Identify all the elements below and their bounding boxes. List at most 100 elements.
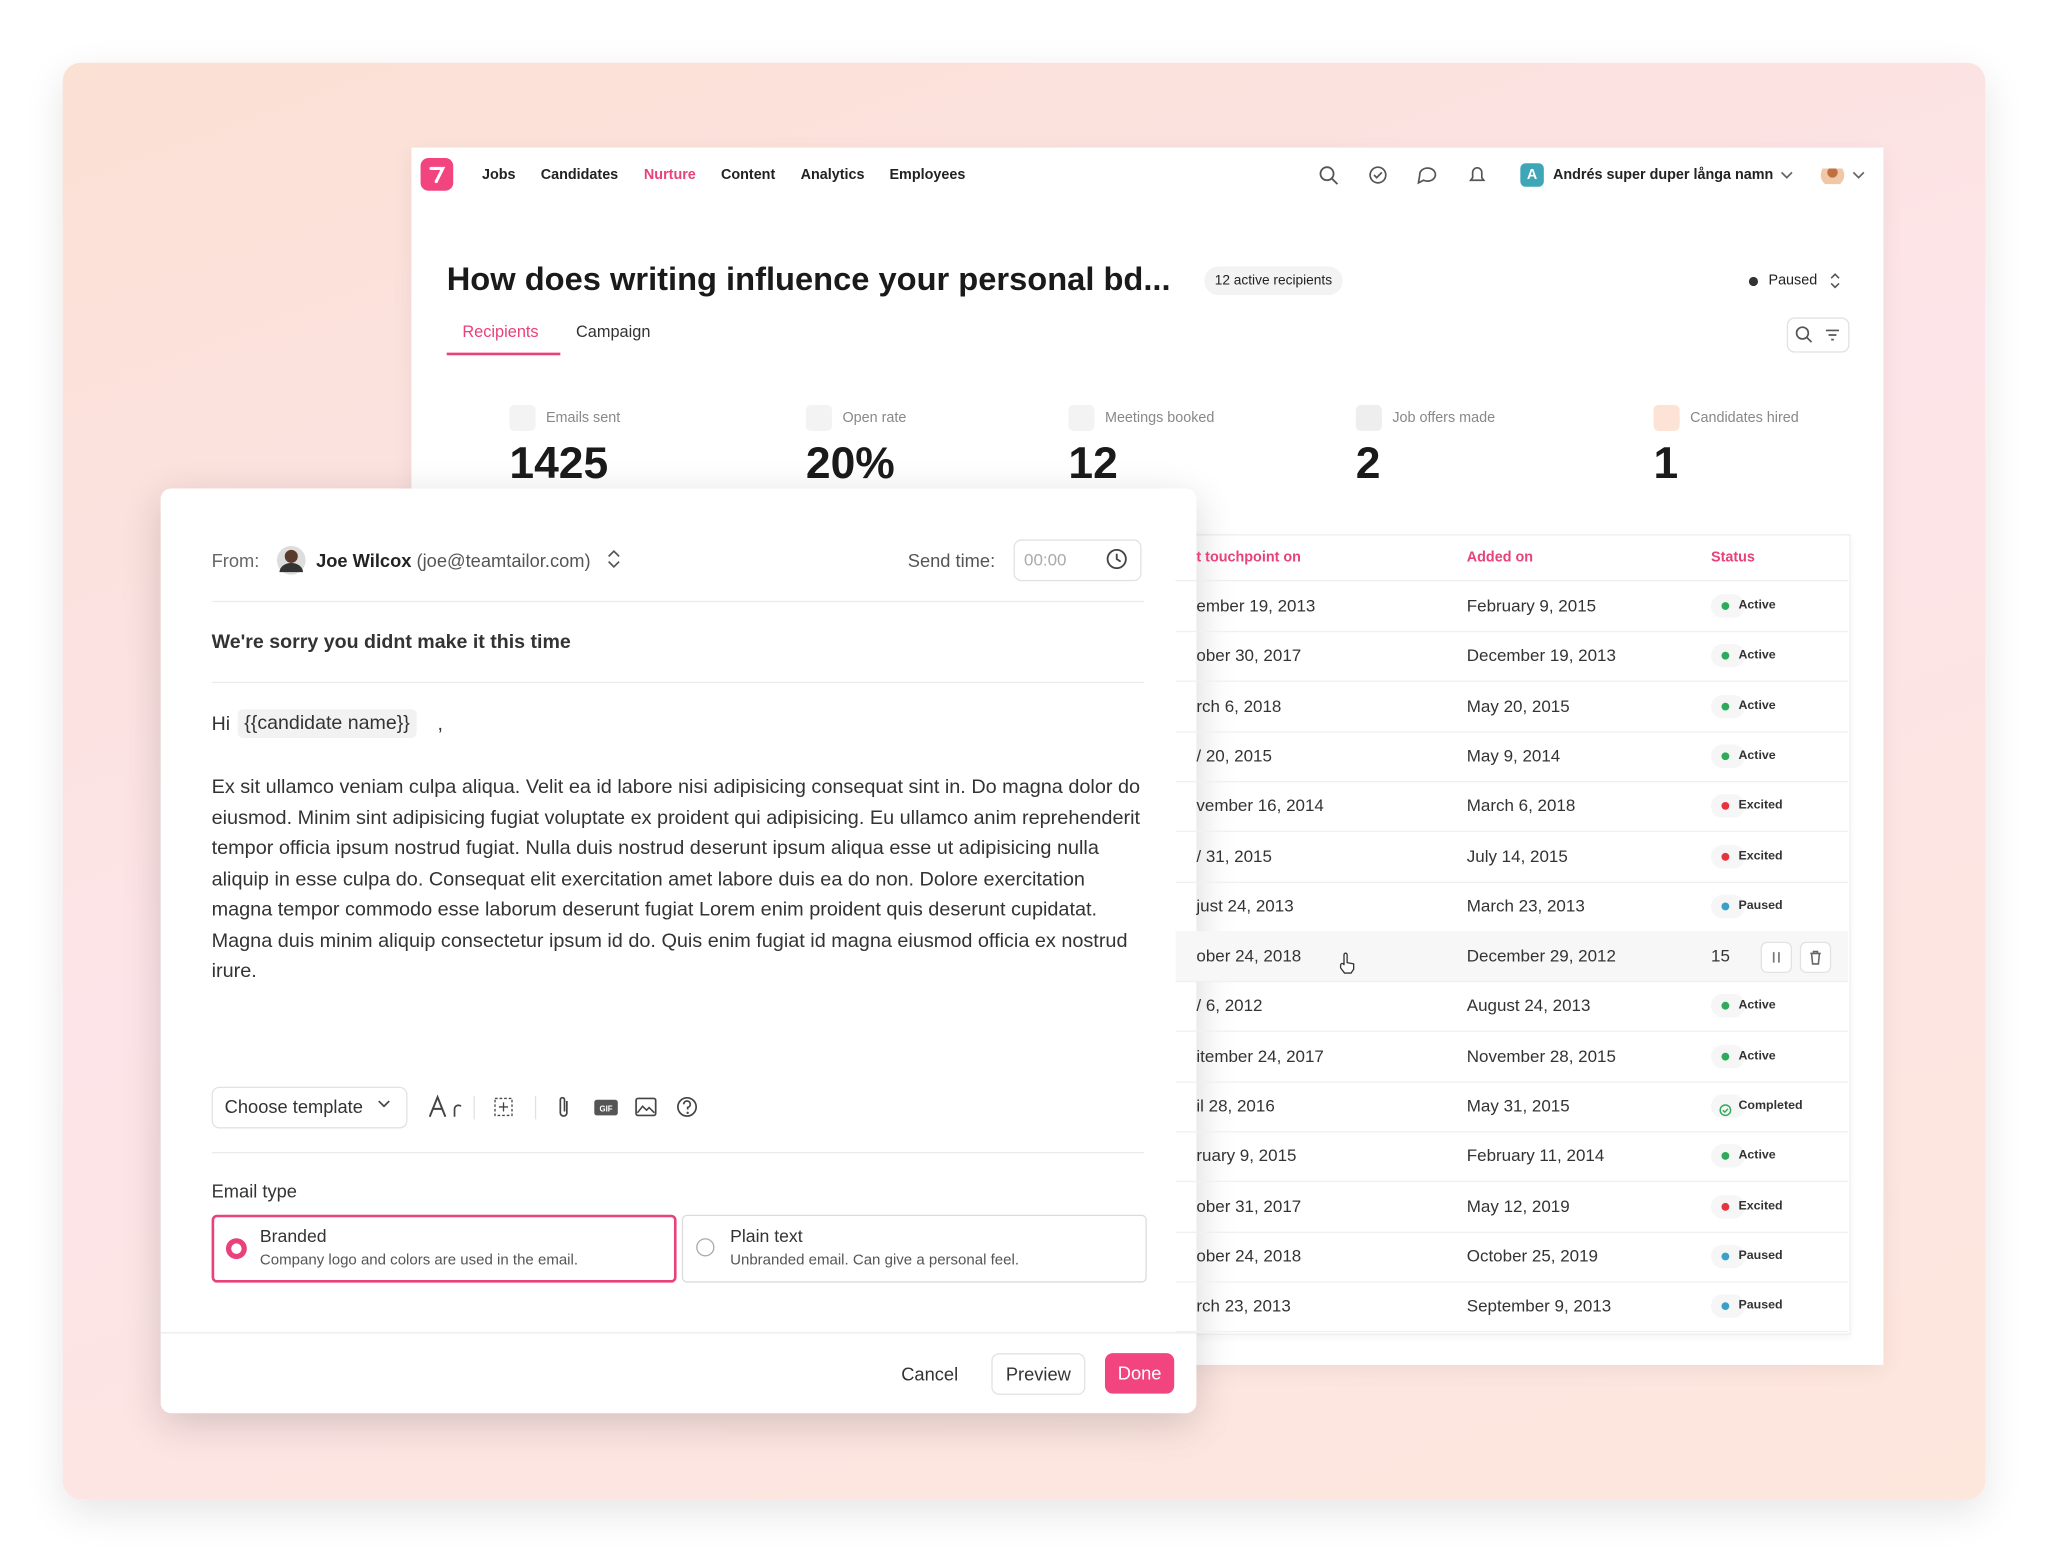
sender-name: Joe Wilcox: [316, 549, 412, 571]
status: Excited: [1738, 1198, 1783, 1213]
sender[interactable]: Joe Wilcox (joe@teamtailor.com): [316, 550, 591, 571]
divider: [160, 1332, 1197, 1334]
cell: ober 30, 2017: [1196, 645, 1302, 666]
header-rule: [1175, 579, 1849, 582]
tab[interactable]: Campaign: [575, 322, 651, 341]
tab[interactable]: Recipients: [462, 322, 539, 341]
nav-item[interactable]: Nurture: [643, 167, 696, 183]
toolbar-icons[interactable]: GIF: [426, 1091, 707, 1125]
template-chevron: [378, 1100, 390, 1108]
row-rule: [1175, 1231, 1849, 1233]
row-rule: [1175, 1281, 1849, 1283]
cell: rch 23, 2013: [1196, 1295, 1291, 1316]
status-dot: [1721, 652, 1730, 660]
pause-icon: [1772, 952, 1780, 963]
cell: May 9, 2014: [1466, 745, 1561, 766]
status: Excited: [1738, 848, 1783, 863]
pause-button[interactable]: [1760, 941, 1792, 974]
merge-tag[interactable]: {{candidate name}}: [237, 709, 417, 738]
radio: [225, 1238, 247, 1260]
stat-value: 1: [1653, 438, 1679, 489]
account-avatar[interactable]: A: [1520, 163, 1544, 187]
cell: ober 24, 2018: [1196, 945, 1302, 966]
cell: March 23, 2013: [1466, 895, 1585, 916]
stat-icon: [1653, 404, 1680, 432]
divider: [211, 681, 1145, 684]
cell: July 14, 2015: [1466, 845, 1568, 866]
stat-icon: [1355, 404, 1382, 432]
cell: / 20, 2015: [1196, 745, 1272, 766]
column-header: Status: [1711, 549, 1755, 566]
divider: [211, 1151, 1145, 1154]
subject[interactable]: We're sorry you didnt make it this time: [211, 630, 571, 654]
page-title: How does writing influence your personal…: [446, 261, 1171, 298]
nav-item[interactable]: Employees: [889, 167, 966, 183]
status: Excited: [1738, 798, 1783, 813]
status-dot: [1721, 852, 1730, 861]
divider: [211, 600, 1145, 603]
done-button[interactable]: Done: [1104, 1353, 1175, 1394]
cell: ober 24, 2018: [1196, 1245, 1302, 1266]
greeting-end: ,: [437, 713, 443, 736]
sender-toggle[interactable]: [606, 549, 622, 570]
greeting: Hi: [211, 713, 231, 736]
radio: [696, 1238, 715, 1257]
template-label: Choose template: [224, 1095, 363, 1117]
cell: / 6, 2012: [1196, 995, 1263, 1016]
status: Active: [1738, 648, 1776, 663]
state[interactable]: Paused: [1768, 272, 1818, 289]
status-dot: [1721, 752, 1730, 761]
status-icon: [1719, 1100, 1732, 1124]
logo[interactable]: [420, 158, 454, 191]
email-type-option[interactable]: [681, 1214, 1147, 1283]
status-dot: [1721, 1002, 1730, 1011]
column-header: t touchpoint on: [1196, 549, 1301, 566]
email-body[interactable]: Ex sit ullamco veniam culpa aliqua. Veli…: [211, 775, 1141, 983]
cell: May 20, 2015: [1466, 695, 1570, 716]
cell: December 19, 2013: [1466, 645, 1616, 666]
cell: March 6, 2018: [1466, 795, 1576, 816]
email-type-option[interactable]: [211, 1214, 677, 1283]
stat-value: 1425: [509, 438, 609, 489]
preview-button[interactable]: Preview: [991, 1353, 1086, 1395]
nav-item[interactable]: Analytics: [800, 167, 865, 183]
status: Active: [1738, 748, 1776, 763]
table-tools[interactable]: [1786, 317, 1850, 353]
send-time-label: Send time:: [907, 549, 996, 571]
check-icon: [1719, 1104, 1732, 1117]
cell: ruary 9, 2015: [1196, 1145, 1297, 1166]
status: Active: [1738, 598, 1776, 613]
cell: February 11, 2014: [1466, 1145, 1605, 1166]
column-header: Added on: [1466, 549, 1534, 566]
option-description: Unbranded email. Can give a personal fee…: [730, 1252, 1020, 1269]
sender-avatar: [276, 545, 306, 575]
stat-value: 2: [1355, 438, 1381, 489]
state-toggle[interactable]: [1829, 272, 1842, 290]
stat-icon: [1068, 404, 1095, 432]
option-title: Branded: [259, 1226, 327, 1247]
nav-item[interactable]: Jobs: [481, 167, 516, 183]
cell: vember 16, 2014: [1196, 795, 1324, 816]
status: Active: [1738, 998, 1776, 1013]
status: Active: [1738, 698, 1776, 713]
tab-underline: [446, 352, 561, 356]
template-select[interactable]: [211, 1086, 408, 1129]
state-dot: [1748, 276, 1759, 287]
status-dot: [1721, 702, 1730, 710]
cancel-button[interactable]: Cancel: [901, 1363, 959, 1385]
stat-value: 12: [1068, 438, 1118, 489]
cell: just 24, 2013: [1196, 895, 1294, 916]
nav-item[interactable]: Candidates: [540, 167, 619, 183]
nav-item[interactable]: Content: [720, 167, 776, 183]
delete-button[interactable]: [1799, 941, 1832, 974]
stat-label: Meetings booked: [1104, 410, 1215, 426]
account-name[interactable]: Andrés super duper långa namn: [1552, 167, 1774, 183]
row-rule: [1175, 1131, 1849, 1133]
stat-label: Open rate: [842, 410, 907, 426]
status-dot: [1721, 1052, 1730, 1061]
cell: itember 24, 2017: [1196, 1045, 1324, 1066]
from-label: From:: [211, 549, 260, 571]
status-dot: [1721, 902, 1730, 911]
row-hover: [1175, 931, 1849, 982]
